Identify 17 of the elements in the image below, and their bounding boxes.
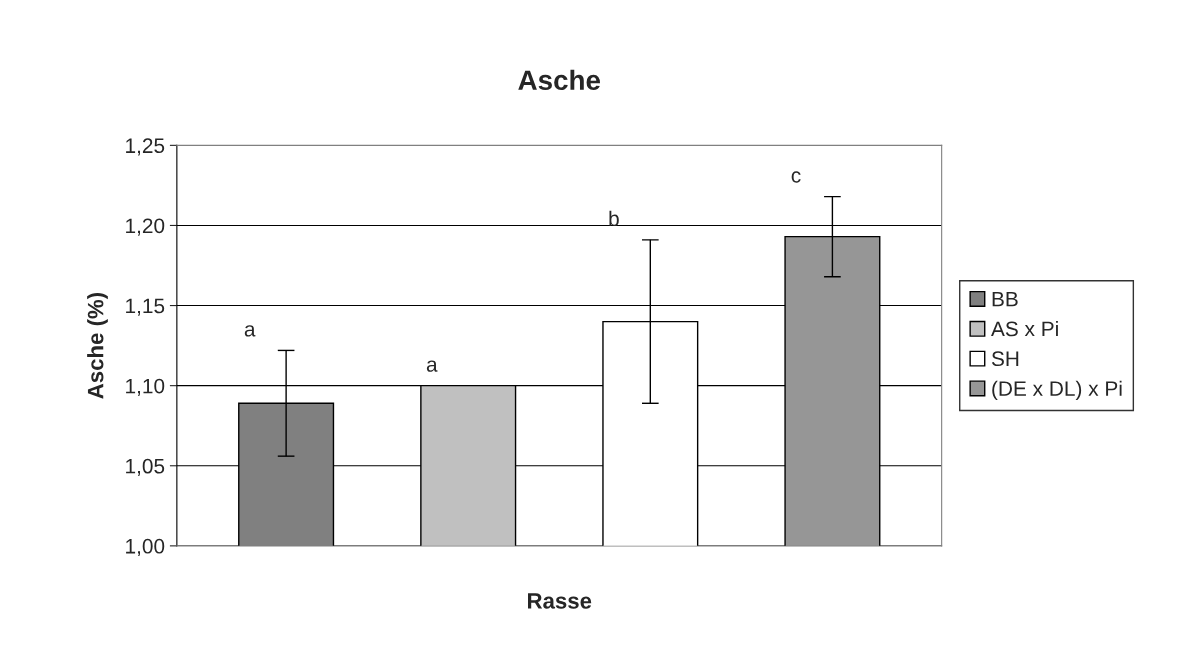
chart-title: Asche bbox=[518, 69, 600, 91]
annotation: a bbox=[426, 360, 438, 372]
y-tick-label: 1,05 bbox=[126, 458, 165, 476]
y-tick-label: 1,20 bbox=[126, 218, 165, 236]
annotation: c bbox=[791, 171, 801, 183]
x-axis-title: Rasse bbox=[528, 593, 592, 609]
legend-label: BB bbox=[992, 291, 1018, 307]
y-tick-label: 1,25 bbox=[126, 138, 165, 156]
annotation: b bbox=[609, 210, 619, 227]
legend-label: (DE x DL) x Pi bbox=[992, 380, 1122, 401]
y-tick-label: 1,00 bbox=[126, 538, 165, 557]
annotation: a bbox=[244, 325, 256, 337]
y-tick-label: 1,10 bbox=[126, 378, 165, 396]
y-axis-title: Asche (%) bbox=[87, 293, 108, 399]
y-tick-label: 1,15 bbox=[126, 298, 165, 316]
legend-label: AS x Pi bbox=[991, 320, 1058, 337]
legend-label: SH bbox=[991, 351, 1019, 367]
